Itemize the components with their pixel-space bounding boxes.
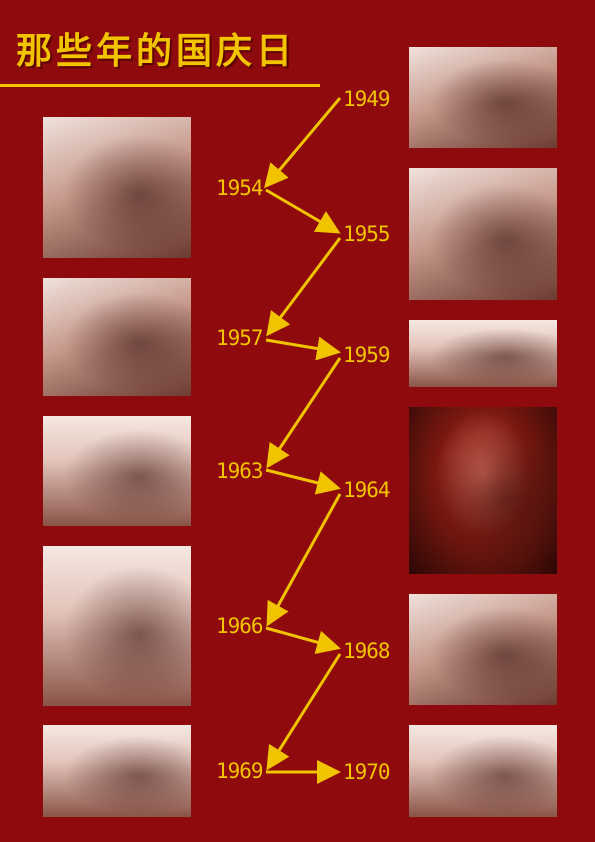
- page-title: 那些年的国庆日: [16, 31, 297, 72]
- arrow-1957-1959: [265, 336, 341, 361]
- photo-1954: [43, 117, 191, 258]
- year-1963: 1963: [216, 459, 264, 483]
- year-1966: 1966: [216, 614, 264, 638]
- arrow-1955-1957: [266, 237, 342, 337]
- arrow-1963-1964: [265, 468, 341, 495]
- title-underline: [0, 84, 320, 87]
- photo-1949: [409, 47, 557, 148]
- arrow-1964-1966: [266, 493, 342, 627]
- arrow-1954-1955: [265, 188, 341, 234]
- arrow-1966-1968: [265, 626, 341, 654]
- year-1968: 1968: [343, 639, 391, 663]
- year-1964: 1964: [343, 478, 391, 502]
- photo-1963: [43, 416, 191, 526]
- photo-1959: [409, 320, 557, 387]
- year-1959: 1959: [343, 343, 391, 367]
- year-1970: 1970: [343, 760, 391, 784]
- photo-1970: [409, 725, 557, 817]
- year-1957: 1957: [216, 326, 264, 350]
- photo-1968: [409, 594, 557, 705]
- photo-1955: [409, 168, 557, 300]
- arrow-1968-1969: [266, 653, 342, 771]
- arrow-1959-1963: [266, 357, 342, 469]
- year-1955: 1955: [343, 222, 391, 246]
- photo-1957: [43, 278, 191, 396]
- photo-1969: [43, 725, 191, 817]
- photo-1966: [43, 546, 191, 706]
- arrow-1949-1954: [264, 97, 342, 189]
- year-1949: 1949: [343, 87, 391, 111]
- year-1969: 1969: [216, 759, 264, 783]
- photo-1964: [409, 407, 557, 574]
- year-1954: 1954: [216, 176, 264, 200]
